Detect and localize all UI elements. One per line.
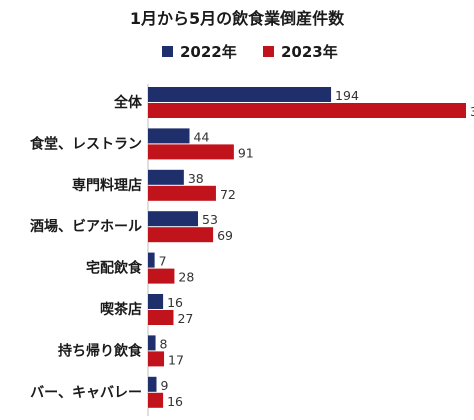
legend-label-2023: 2023年 — [281, 43, 338, 61]
data-label: 69 — [217, 228, 233, 243]
legend: 2022年 2023年 — [162, 43, 338, 61]
chart-title: 1月から5月の飲食業倒産件数 — [130, 9, 345, 28]
data-label: 53 — [202, 212, 218, 227]
bar-2023-1 — [148, 144, 234, 160]
bar-2023-3 — [148, 227, 214, 243]
plot-area: 全体 194 337 食堂、レストラン 44 91 専門料理店 38 72 酒場、ビアホール 536… — [30, 87, 474, 409]
bar-2022-0 — [148, 87, 332, 102]
legend-swatch-2022 — [162, 46, 173, 57]
category-label: バー、キャバレー — [30, 385, 142, 401]
data-label: 194 — [335, 88, 359, 103]
bar-2022-1 — [148, 128, 190, 144]
data-label: 91 — [238, 145, 254, 160]
data-label: 337 — [470, 104, 474, 119]
bar-2022-7 — [148, 376, 157, 392]
category-label: 酒場、ビアホール — [30, 218, 142, 235]
data-label: 16 — [167, 394, 183, 409]
data-label: 72 — [220, 187, 236, 202]
legend-swatch-2023 — [263, 46, 274, 57]
data-label: 7 — [159, 254, 167, 269]
data-label: 44 — [194, 129, 210, 144]
bar-2022-5 — [148, 294, 164, 309]
bar-2023-0 — [148, 103, 466, 118]
bar-2023-5 — [148, 310, 174, 325]
bar-2022-6 — [148, 335, 156, 351]
bar-2022-4 — [148, 252, 155, 268]
data-label: 28 — [178, 270, 194, 285]
data-label: 16 — [167, 295, 183, 310]
category-label: 食堂、レストラン — [30, 135, 142, 152]
bar-2023-6 — [148, 351, 165, 367]
data-label: 38 — [188, 171, 204, 186]
category-label: 専門料理店 — [72, 177, 142, 194]
data-label: 27 — [177, 311, 193, 326]
legend-label-2022: 2022年 — [180, 43, 237, 61]
data-label: 17 — [168, 352, 184, 367]
category-label: 宅配飲食 — [86, 260, 143, 277]
bar-2022-3 — [148, 211, 199, 227]
bar-2023-2 — [148, 185, 216, 201]
category-label: 持ち帰り飲食 — [58, 342, 143, 359]
category-label: 全体 — [113, 94, 143, 111]
bar-2023-7 — [148, 392, 164, 408]
data-label: 9 — [160, 378, 168, 393]
bar-2022-2 — [148, 169, 184, 185]
category-label: 喫茶店 — [100, 301, 142, 318]
bar-2023-4 — [148, 268, 175, 284]
data-label: 8 — [160, 336, 168, 351]
